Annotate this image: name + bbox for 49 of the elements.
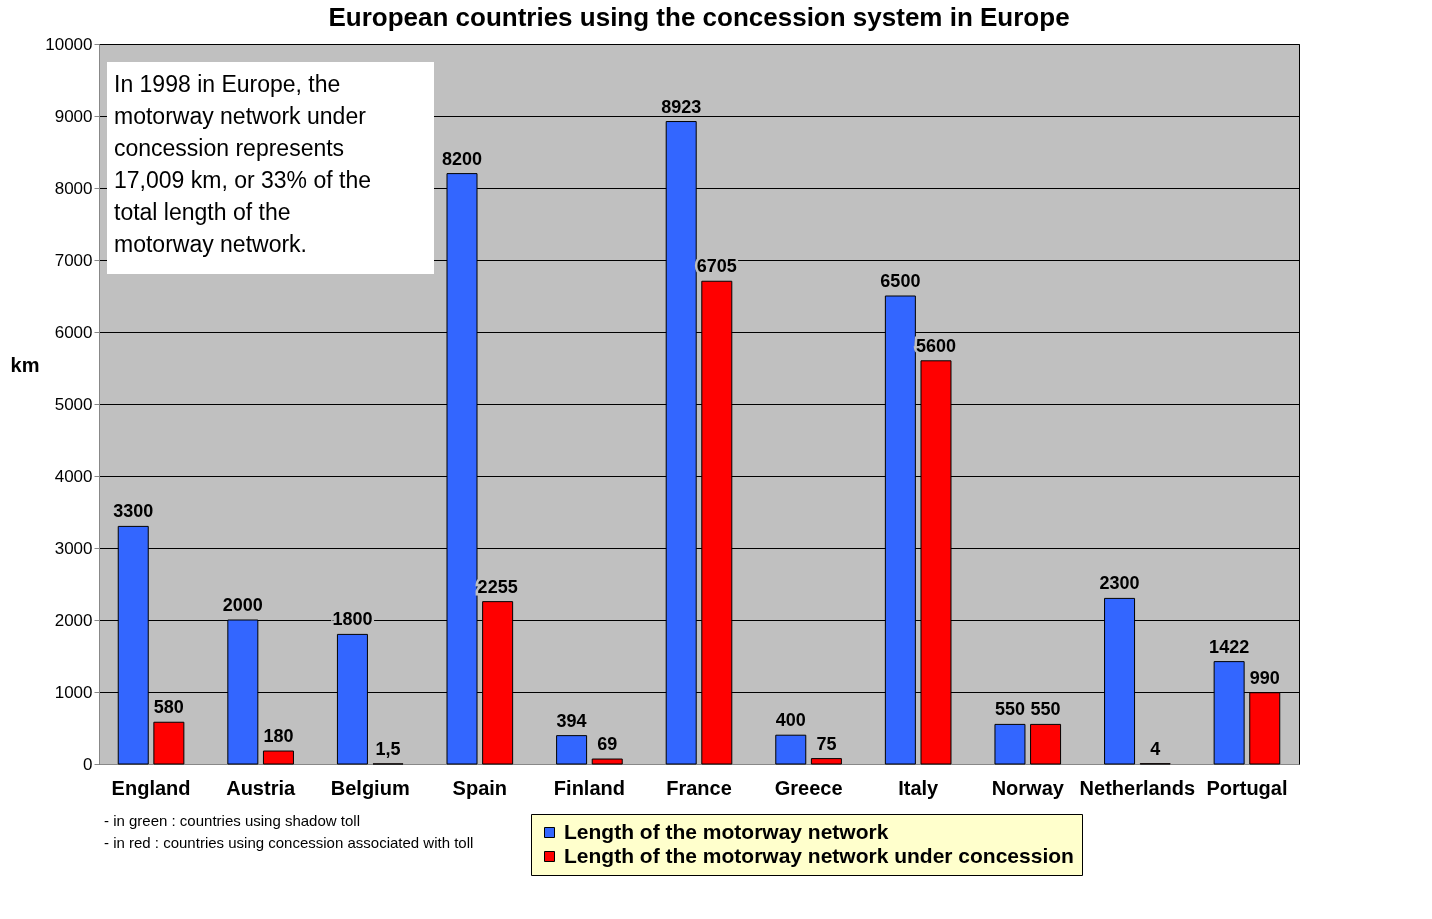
annotation: In 1998 in Europe, the motorway network under concession represents 17,009 km, or 33% of the total length of the motorway network. <box>114 71 371 257</box>
data-label: 3300 <box>113 501 154 522</box>
data-label: 75 <box>816 733 837 754</box>
data-label: 394 <box>556 710 587 731</box>
data-label: 550 <box>994 699 1025 720</box>
x-tick-label: England <box>111 776 191 799</box>
y-tick-label: 8000 <box>54 178 93 198</box>
y-tick-label: 4000 <box>54 466 93 486</box>
data-label: 6500 <box>880 271 921 291</box>
data-label: 4 <box>1150 738 1161 759</box>
legend-label: Length of the motorway network <box>564 819 889 843</box>
data-label: 550 <box>1030 699 1061 720</box>
x-tick-label: Spain <box>452 776 508 799</box>
text: - in green : countries using shadow toll <box>104 812 360 829</box>
data-label: 2255 <box>477 576 518 597</box>
data-label: 1422 <box>1209 636 1250 657</box>
data-label: 1,5 <box>375 738 401 759</box>
y-tick-label: 5000 <box>54 394 93 414</box>
data-label: 2300 <box>1099 573 1140 594</box>
data-label: 69 <box>597 734 618 755</box>
legend-label: Length of the motorway network under concession <box>564 843 1074 867</box>
text: - in red : countries using concession associated with toll <box>104 834 474 851</box>
x-tick-label: Netherlands <box>1079 776 1196 799</box>
x-tick-label: Norway <box>991 776 1065 799</box>
data-label: 580 <box>153 697 184 718</box>
x-tick-label: Italy <box>898 776 940 799</box>
y-axis-title: km <box>10 353 40 376</box>
x-tick-label: France <box>666 776 732 799</box>
x-tick-label: Finland <box>553 776 625 799</box>
x-tick-label: Austria <box>226 776 296 799</box>
y-tick-label: 2000 <box>54 610 93 630</box>
y-tick-label: 7000 <box>54 250 93 270</box>
chart-title: European countries using the concession system in Europe <box>328 2 1070 32</box>
x-tick-label: Portugal <box>1206 776 1288 799</box>
x-tick-label: Belgium <box>330 776 410 799</box>
data-label: 180 <box>263 726 294 747</box>
y-tick-label: 9000 <box>54 106 93 126</box>
data-label: 400 <box>775 710 806 731</box>
y-tick-label: 6000 <box>54 322 93 342</box>
y-tick-label: 0 <box>83 754 93 774</box>
x-tick-label: Greece <box>774 776 843 799</box>
y-tick-label: 1000 <box>54 682 93 702</box>
data-label: 8200 <box>441 148 483 169</box>
data-label: 990 <box>1249 667 1280 688</box>
data-label: 5600 <box>915 335 957 356</box>
data-label: 2000 <box>222 595 263 615</box>
data-label: 8923 <box>661 96 702 117</box>
y-tick-label: 3000 <box>54 538 93 558</box>
y-tick-label: 10000 <box>45 34 93 54</box>
